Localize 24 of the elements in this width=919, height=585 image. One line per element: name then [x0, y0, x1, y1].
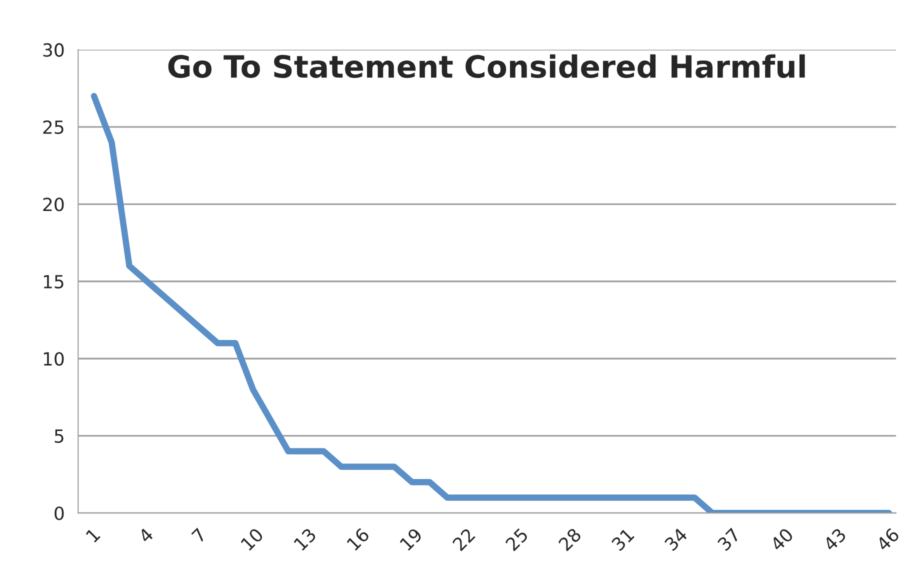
x-tick-label: 37 [716, 528, 741, 552]
x-tick-label: 31 [610, 528, 635, 552]
x-tick-label: 46 [876, 527, 900, 552]
x-tick-label: 28 [558, 527, 582, 552]
x-tick-label: 34 [664, 527, 688, 552]
y-tick-label: 20 [43, 198, 64, 212]
x-tick-label: 19 [399, 527, 423, 551]
y-tick-label: 30 [43, 43, 64, 57]
x-tick-label: 25 [504, 528, 529, 552]
x-tick-label: 4 [138, 527, 154, 544]
x-tick-label: 43 [822, 527, 847, 552]
x-tick-label: 40 [770, 527, 794, 552]
x-tick-label: 16 [346, 527, 370, 551]
y-tick-label: 15 [44, 275, 64, 288]
y-tick-label: 10 [44, 352, 64, 366]
chart-title: Go To Statement Considered Harmful [168, 54, 805, 78]
x-tick-label: 1 [86, 528, 100, 543]
x-tick-label: 13 [293, 527, 317, 551]
x-tick-label: 10 [240, 527, 264, 551]
x-tick-label: 22 [452, 528, 476, 552]
x-tick-label: 7 [191, 528, 206, 544]
y-tick-label: 0 [54, 506, 64, 520]
y-tick-label: 5 [54, 430, 64, 443]
y-tick-label: 25 [43, 120, 64, 134]
